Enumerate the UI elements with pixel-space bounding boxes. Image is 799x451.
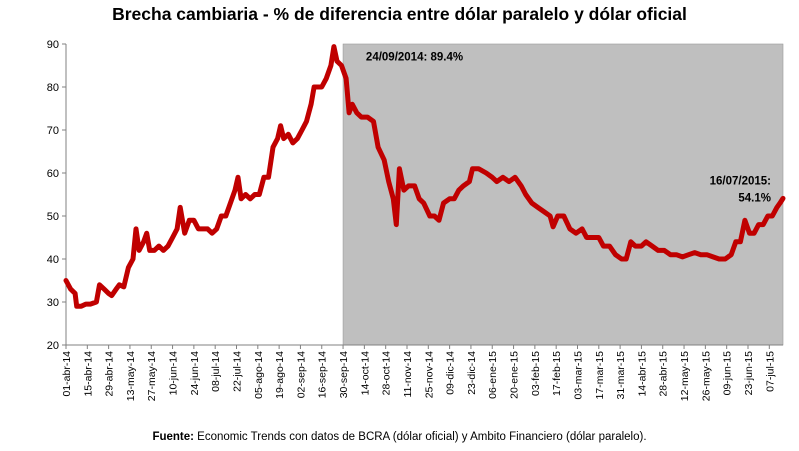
x-tick-label: 29-abr-14: [104, 351, 116, 397]
x-tick-label: 11-nov-14: [402, 351, 414, 398]
x-tick-label: 02-sep-14: [295, 351, 307, 398]
y-tick-label: 60: [47, 168, 59, 180]
x-tick-label: 17-feb-15: [551, 351, 563, 396]
source-label: Fuente:: [152, 431, 194, 443]
x-tick-label: 19-ago-14: [274, 351, 286, 399]
chart-title: Brecha cambiaria - % de diferencia entre…: [112, 4, 687, 24]
y-tick-label: 70: [47, 125, 59, 137]
x-tick-label: 27-may-14: [146, 351, 158, 401]
annotation-last-date: 16/07/2015:: [710, 175, 771, 187]
y-tick-label: 80: [47, 82, 59, 94]
x-tick-label: 26-may-15: [700, 351, 712, 401]
x-tick-label: 14-abr-15: [636, 351, 648, 397]
x-tick-label: 06-ene-15: [487, 351, 499, 399]
x-tick-label: 30-sep-14: [338, 351, 350, 398]
x-tick-label: 25-nov-14: [423, 351, 435, 398]
x-tick-label: 10-jun-14: [168, 351, 180, 396]
annotation-last-value: 54.1%: [738, 192, 771, 204]
series-line: [63, 44, 786, 309]
y-tick-label: 50: [47, 211, 59, 223]
x-tick-label: 16-sep-14: [317, 351, 329, 398]
x-tick-label: 22-jul-14: [231, 351, 243, 392]
x-tick-label: 23-dic-14: [466, 351, 478, 395]
y-tick-label: 20: [47, 340, 59, 352]
x-tick-label: 03-mar-15: [572, 351, 584, 400]
x-tick-label: 13-may-14: [125, 351, 137, 401]
source-note: Fuente: Economic Trends con datos de BCR…: [0, 431, 799, 443]
x-tick-label: 24-jun-14: [189, 351, 201, 396]
x-tick-label: 01-abr-14: [61, 351, 73, 397]
x-tick-label: 28-abr-15: [658, 351, 670, 397]
shaded-period: [342, 43, 784, 346]
x-tick-label: 09-dic-14: [445, 351, 457, 395]
x-tick-label: 03-feb-15: [530, 351, 542, 396]
x-tick-label: 09-jun-15: [722, 351, 734, 396]
annotation-peak: 24/09/2014: 89.4%: [366, 52, 463, 64]
source-text: Economic Trends con datos de BCRA (dólar…: [193, 431, 647, 443]
x-tick-label: 14-oct-14: [359, 351, 371, 396]
x-tick-label: 07-jul-15: [764, 351, 776, 392]
x-tick-label: 08-jul-14: [210, 351, 222, 392]
x-tick-label: 05-ago-14: [253, 351, 265, 399]
x-tick-label: 17-mar-15: [594, 351, 606, 400]
y-tick-label: 90: [47, 39, 59, 51]
x-tick-label: 23-jun-15: [743, 351, 755, 396]
x-tick-label: 28-oct-14: [381, 351, 393, 396]
y-tick-label: 40: [47, 254, 59, 266]
x-tick-label: 31-mar-15: [615, 351, 627, 400]
x-tick-label: 15-abr-14: [82, 351, 94, 397]
x-tick-label: 20-ene-15: [509, 351, 521, 399]
y-tick-label: 30: [47, 297, 59, 309]
x-tick-label: 12-may-15: [679, 351, 691, 401]
